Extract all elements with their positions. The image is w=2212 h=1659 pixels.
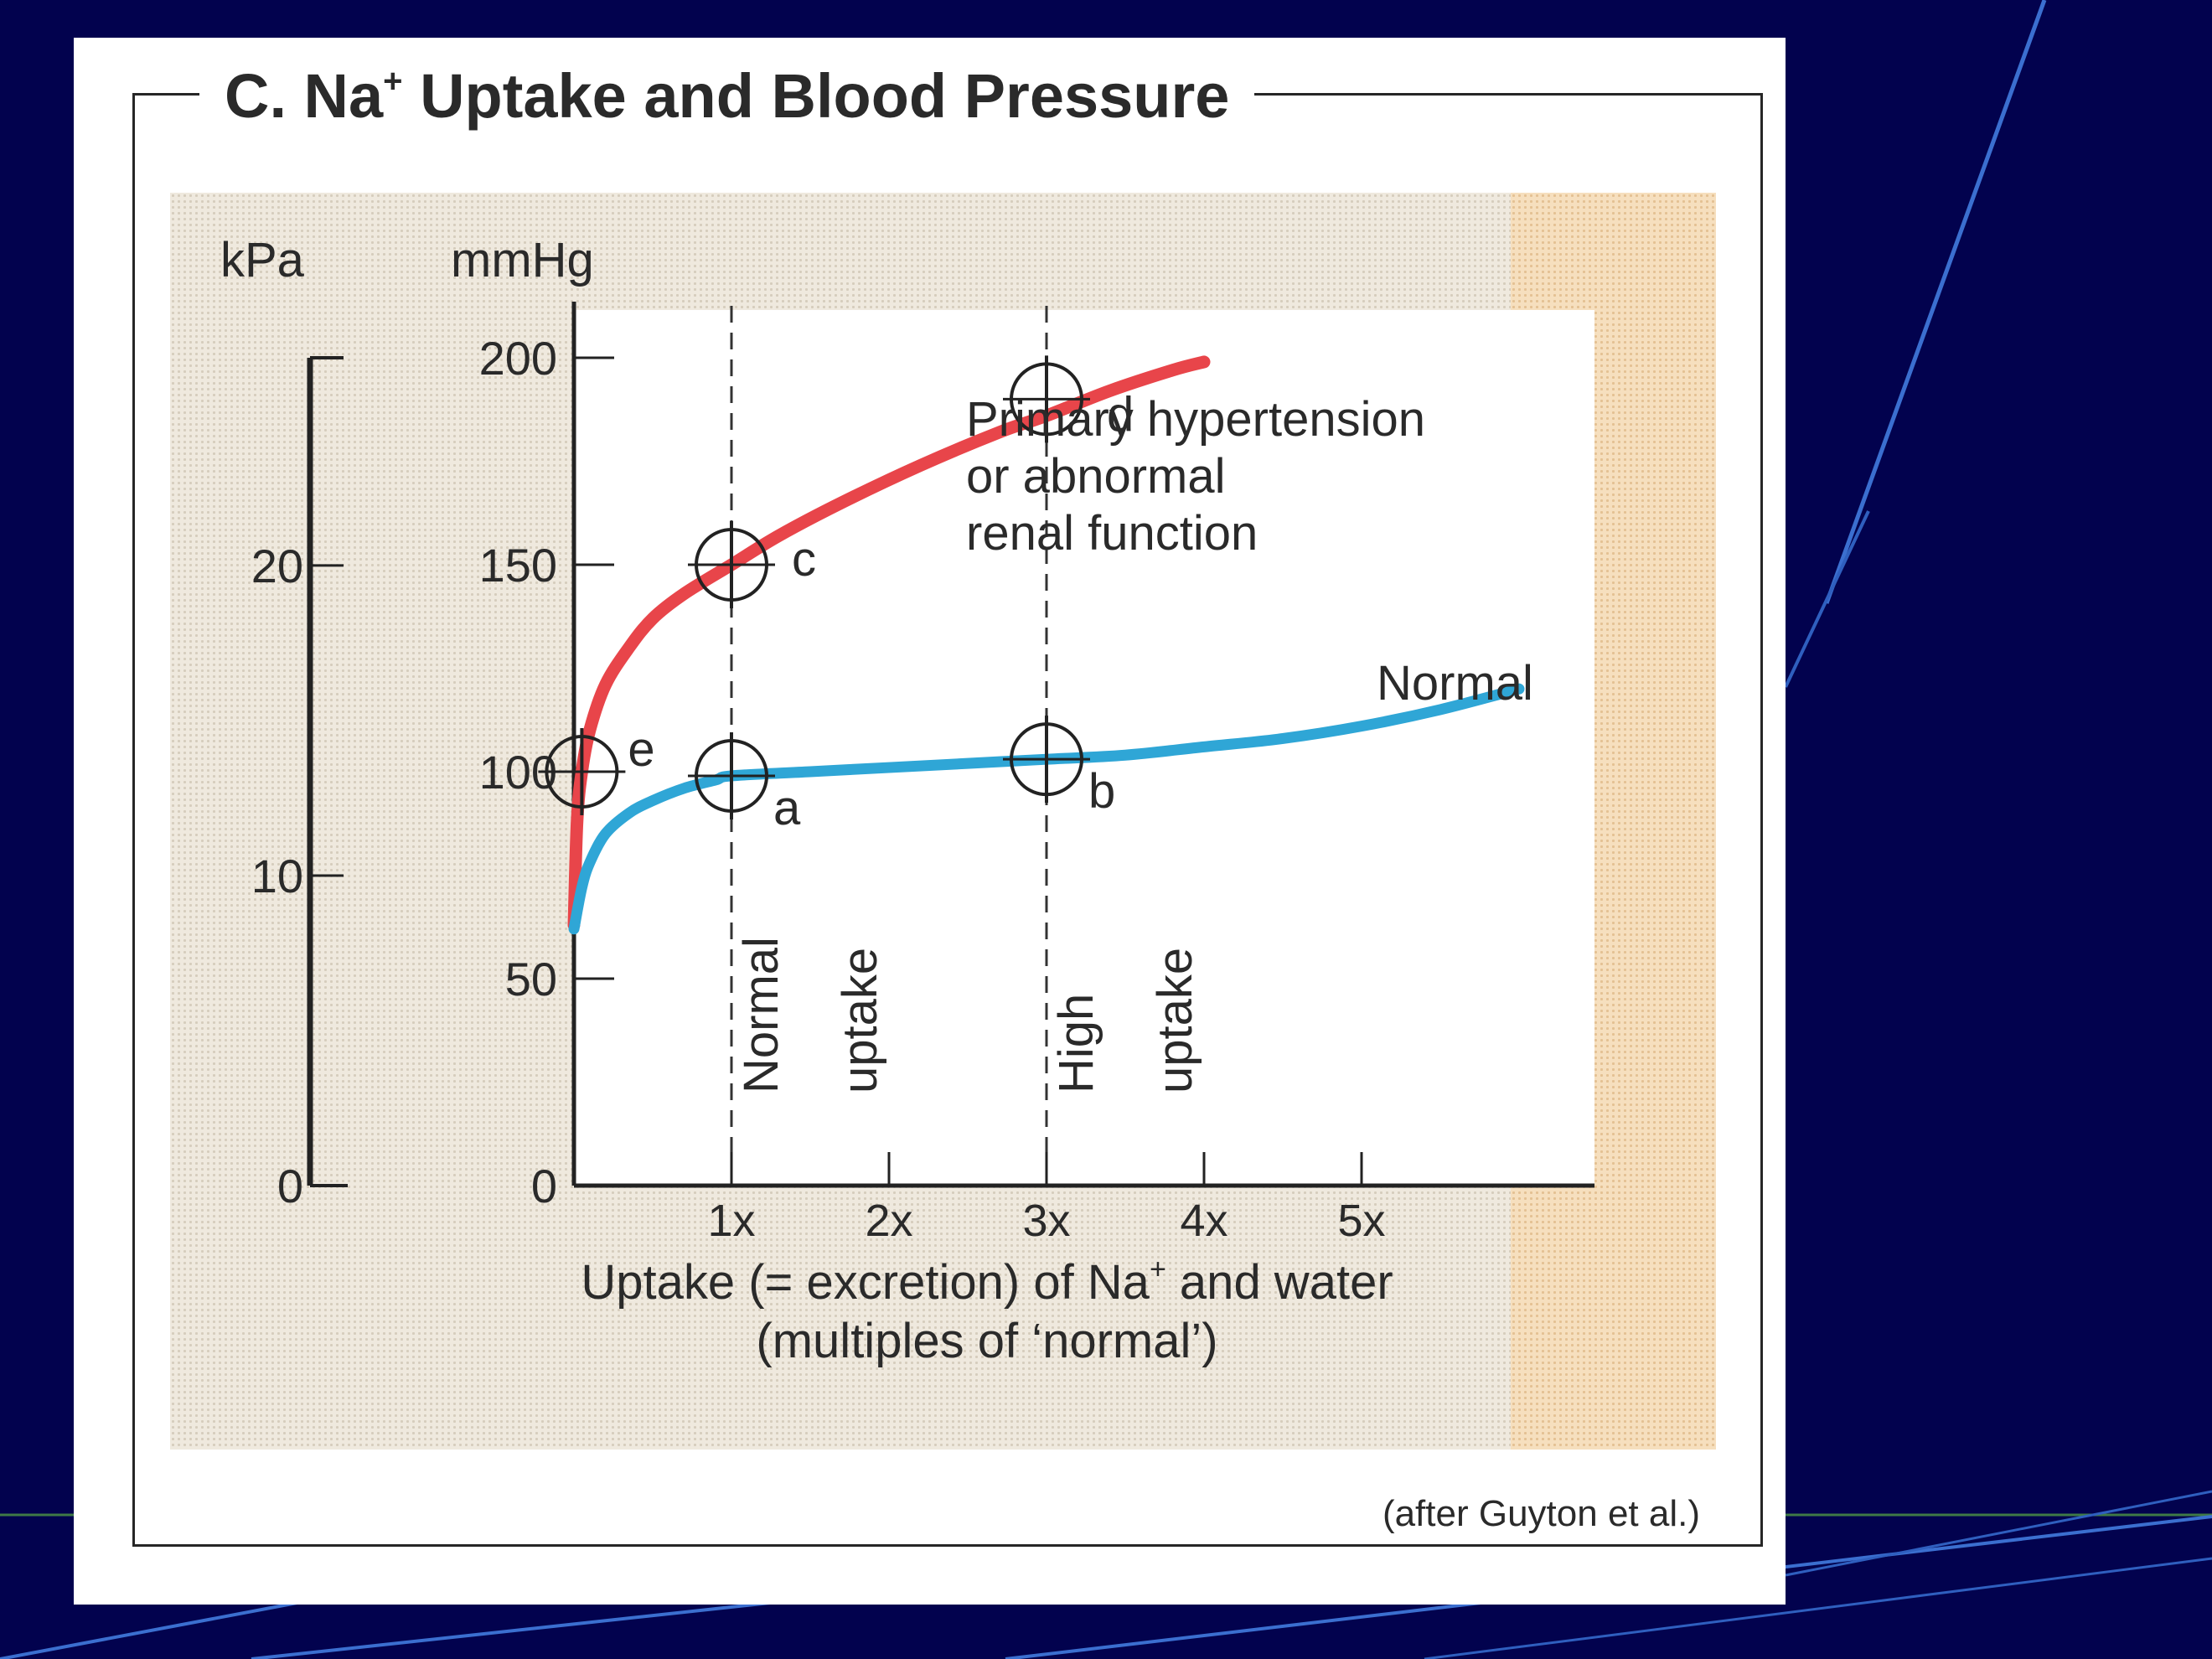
figure-credit: (after Guyton et al.) [1382, 1493, 1700, 1534]
x-axis-label-line2: (multiples of ‘normal’) [756, 1314, 1217, 1368]
series-label-normal: Normal [1377, 656, 1533, 711]
data-point-d: d [1003, 355, 1134, 443]
reference-line-label: uptake [833, 948, 887, 1093]
series-line-normal [568, 683, 1525, 935]
y-tick-label-mmhg: 50 [505, 953, 557, 1005]
y-tick-label-kpa: 20 [251, 540, 303, 592]
point-label: e [628, 722, 654, 777]
y-unit-kpa: kPa [220, 233, 305, 287]
y-tick-label-mmhg: 200 [479, 332, 557, 385]
point-label: b [1088, 764, 1115, 819]
x-tick-label: 2x [865, 1196, 912, 1246]
reference-line-label: Normal [734, 937, 788, 1093]
y-tick-label-mmhg: 0 [531, 1160, 557, 1212]
y-tick-label-kpa: 0 [277, 1160, 303, 1212]
point-label: d [1107, 387, 1134, 442]
x-tick-label: 4x [1180, 1196, 1227, 1246]
series-label-hypertension: or abnormal [966, 449, 1225, 504]
reference-line-label: High [1049, 994, 1103, 1093]
decor-line [1824, 0, 2047, 604]
y-unit-mmhg: mmHg [451, 233, 594, 287]
series-label-hypertension: renal function [966, 506, 1258, 561]
point-label: a [773, 781, 801, 835]
figure-title: C. Na+ Uptake and Blood Pressure [199, 54, 1255, 138]
data-point-b: b [1003, 716, 1115, 819]
y-tick-label-kpa: 10 [251, 850, 303, 902]
decor-line [1424, 1557, 2212, 1659]
data-point-c: c [688, 521, 816, 608]
figure-card: C. Na+ Uptake and Blood Pressure 0 50 100 1… [74, 38, 1786, 1605]
x-axis-label-part: Uptake (= excretion) of Na [581, 1255, 1150, 1310]
reference-line-label: uptake [1148, 948, 1202, 1093]
x-tick-label: 1x [707, 1196, 755, 1246]
x-axis-label-sup: + [1150, 1253, 1166, 1285]
x-axis-label: Uptake (= excretion) of Na+ and water [581, 1253, 1393, 1310]
series-label-hypertension: Primary hypertension [966, 392, 1425, 447]
x-tick-label: 3x [1022, 1196, 1070, 1246]
data-point-a: a [688, 731, 801, 835]
y-tick-label-mmhg: 150 [479, 539, 557, 592]
decor-line [1784, 510, 1870, 688]
plot-area [572, 310, 1594, 1186]
x-axis-label-part: and water [1166, 1255, 1393, 1310]
series-line-hypertension [567, 355, 1211, 932]
x-tick-label: 5x [1337, 1196, 1385, 1246]
point-label: c [792, 532, 816, 587]
data-point-e: e [538, 722, 655, 815]
decor-line [1785, 1490, 2212, 1577]
